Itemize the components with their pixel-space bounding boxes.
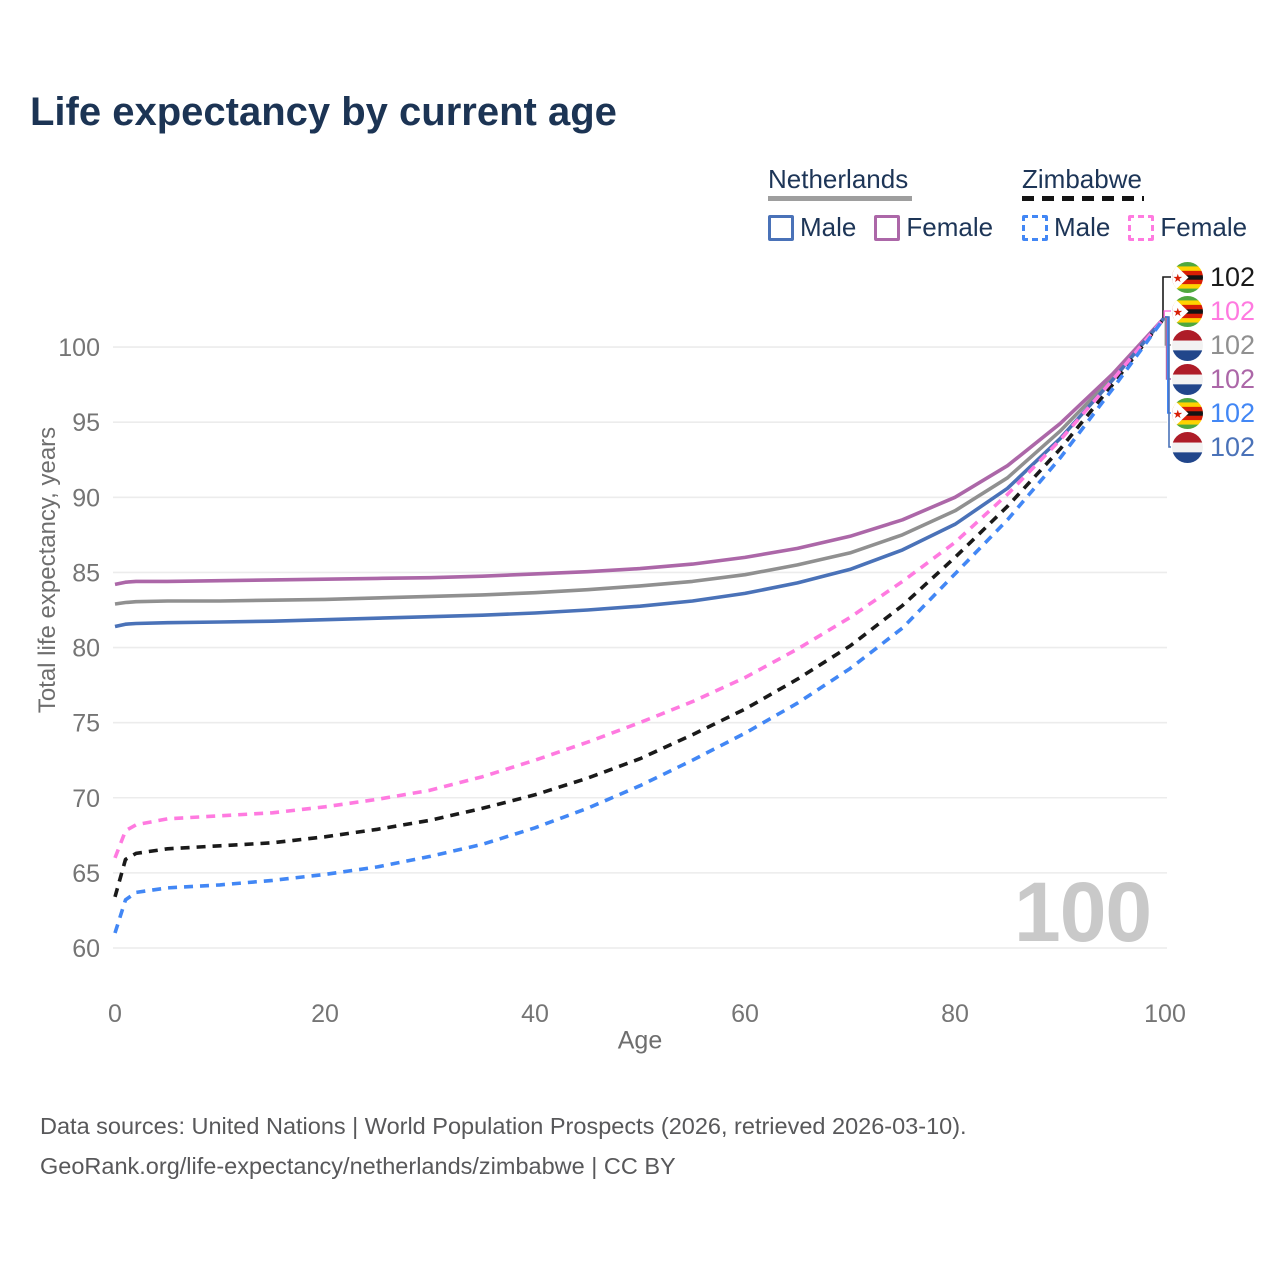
x-tick-label: 60: [731, 1000, 759, 1028]
checkbox-icon[interactable]: [1128, 214, 1155, 241]
checkbox-icon[interactable]: [768, 214, 794, 241]
y-tick-label: 65: [72, 860, 100, 888]
data-sources-line: Data sources: United Nations | World Pop…: [40, 1113, 967, 1139]
y-tick-label: 100: [58, 334, 100, 362]
solid-line-style-sample: [768, 196, 912, 201]
x-tick-label: 0: [108, 1000, 122, 1028]
x-tick-label: 100: [1144, 1000, 1186, 1028]
y-tick-label: 60: [72, 935, 100, 963]
dashed-line-style-sample: [1022, 196, 1144, 201]
footer: Data sources: United Nations | World Pop…: [40, 1106, 967, 1186]
x-tick-label: 40: [521, 1000, 549, 1028]
y-tick-label: 90: [72, 484, 100, 512]
y-tick-label: 85: [72, 559, 100, 587]
y-tick-label: 95: [72, 409, 100, 437]
series-netherlands-male[interactable]: [114, 315, 1167, 629]
series-netherlands[interactable]: [114, 315, 1167, 606]
series-zimbabwe-male[interactable]: [113, 315, 1167, 934]
x-axis-title: Age: [617, 1026, 663, 1055]
legend-toggle-netherlands-male[interactable]: Male: [768, 212, 856, 243]
age-counter-watermark: 100: [1014, 865, 1152, 959]
legend-country-label: Zimbabwe: [1022, 164, 1142, 194]
legend-country-label: Netherlands: [768, 164, 909, 194]
series-netherlands-female[interactable]: [114, 315, 1167, 587]
legend-item-label[interactable]: Female: [906, 212, 994, 242]
leader-line: [1163, 310, 1171, 318]
line-chart[interactable]: 60 65 70 75 80 85 90 95 100 0 20 40 60 80 100: [0, 0, 1280, 1080]
checkbox-icon[interactable]: [1022, 214, 1048, 241]
legend-group-zimbabwe: Zimbabwe Male Female: [1022, 166, 1247, 243]
y-tick-label: 75: [72, 710, 100, 738]
x-tick-label: 80: [941, 1000, 969, 1028]
legend-toggle-netherlands-female[interactable]: Female: [874, 212, 993, 243]
series-zimbabwe[interactable]: [113, 315, 1167, 898]
legend-toggle-zimbabwe-male[interactable]: Male: [1022, 212, 1110, 243]
checkbox-icon[interactable]: [874, 214, 901, 241]
x-tick-label: 20: [311, 1000, 339, 1028]
legend-item-label[interactable]: Female: [1160, 212, 1248, 242]
attribution-line: GeoRank.org/life-expectancy/netherlands/…: [40, 1153, 676, 1179]
legend-toggle-zimbabwe-female[interactable]: Female: [1128, 212, 1247, 243]
y-tick-label: 70: [72, 785, 100, 813]
series-zimbabwe-female[interactable]: [113, 315, 1167, 859]
legend-item-label[interactable]: Male: [1054, 212, 1111, 242]
legend-item-label[interactable]: Male: [800, 212, 857, 242]
page-title: Life expectancy by current age: [30, 90, 617, 134]
y-tick-label: 80: [72, 635, 100, 663]
leader-line: [1165, 316, 1171, 448]
legend-group-netherlands: Netherlands Male Female: [768, 166, 993, 243]
